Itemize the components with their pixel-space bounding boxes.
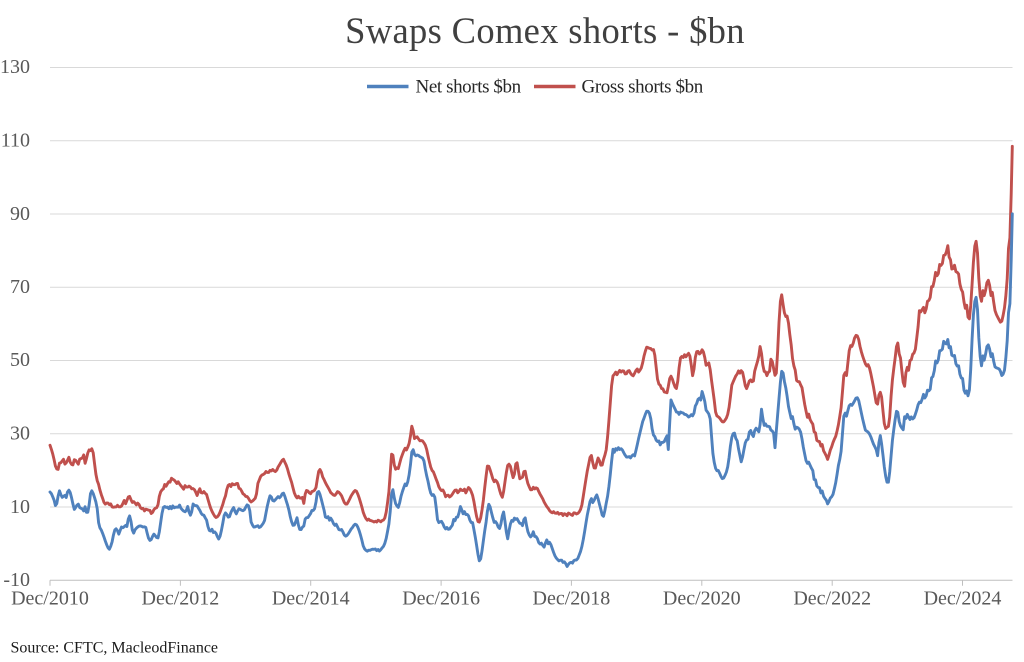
svg-text:Source: CFTC, MacleodFinance: Source: CFTC, MacleodFinance: [11, 640, 219, 657]
svg-text:Dec/2016: Dec/2016: [402, 588, 480, 610]
svg-text:Dec/2010: Dec/2010: [11, 588, 89, 610]
svg-text:-10: -10: [3, 569, 30, 591]
svg-text:Gross shorts $bn: Gross shorts $bn: [582, 77, 704, 98]
svg-text:30: 30: [10, 423, 30, 445]
svg-text:Dec/2022: Dec/2022: [793, 588, 871, 610]
svg-text:90: 90: [10, 203, 30, 225]
svg-text:Swaps Comex shorts - $bn: Swaps Comex shorts - $bn: [345, 10, 745, 51]
svg-text:Dec/2020: Dec/2020: [663, 588, 741, 610]
svg-text:50: 50: [10, 349, 30, 371]
svg-text:Dec/2014: Dec/2014: [272, 588, 350, 610]
svg-text:Dec/2012: Dec/2012: [142, 588, 220, 610]
svg-text:Net shorts $bn: Net shorts $bn: [416, 77, 522, 98]
svg-text:130: 130: [0, 56, 30, 78]
svg-text:110: 110: [1, 130, 30, 152]
svg-text:70: 70: [10, 276, 30, 298]
svg-text:Dec/2024: Dec/2024: [924, 588, 1002, 610]
svg-text:10: 10: [10, 496, 30, 518]
svg-text:Dec/2018: Dec/2018: [533, 588, 611, 610]
